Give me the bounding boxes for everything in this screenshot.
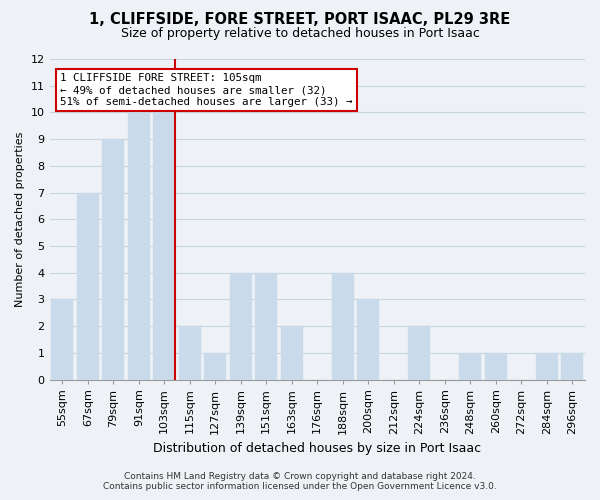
Bar bbox=[409, 326, 430, 380]
Text: 1, CLIFFSIDE, FORE STREET, PORT ISAAC, PL29 3RE: 1, CLIFFSIDE, FORE STREET, PORT ISAAC, P… bbox=[89, 12, 511, 28]
Bar bbox=[460, 353, 481, 380]
Bar bbox=[536, 353, 557, 380]
Bar bbox=[358, 300, 379, 380]
Bar bbox=[230, 272, 251, 380]
Text: Size of property relative to detached houses in Port Isaac: Size of property relative to detached ho… bbox=[121, 28, 479, 40]
Y-axis label: Number of detached properties: Number of detached properties bbox=[15, 132, 25, 307]
Bar bbox=[281, 326, 302, 380]
Bar bbox=[52, 300, 73, 380]
Bar bbox=[485, 353, 506, 380]
Bar bbox=[77, 192, 98, 380]
Text: Contains public sector information licensed under the Open Government Licence v3: Contains public sector information licen… bbox=[103, 482, 497, 491]
Bar bbox=[179, 326, 200, 380]
Bar bbox=[103, 139, 124, 380]
Bar bbox=[128, 112, 149, 380]
Bar bbox=[562, 353, 583, 380]
Bar bbox=[154, 112, 175, 380]
Text: Contains HM Land Registry data © Crown copyright and database right 2024.: Contains HM Land Registry data © Crown c… bbox=[124, 472, 476, 481]
Bar bbox=[205, 353, 226, 380]
Bar bbox=[256, 272, 277, 380]
X-axis label: Distribution of detached houses by size in Port Isaac: Distribution of detached houses by size … bbox=[153, 442, 481, 455]
Text: 1 CLIFFSIDE FORE STREET: 105sqm
← 49% of detached houses are smaller (32)
51% of: 1 CLIFFSIDE FORE STREET: 105sqm ← 49% of… bbox=[60, 74, 353, 106]
Bar bbox=[332, 272, 353, 380]
